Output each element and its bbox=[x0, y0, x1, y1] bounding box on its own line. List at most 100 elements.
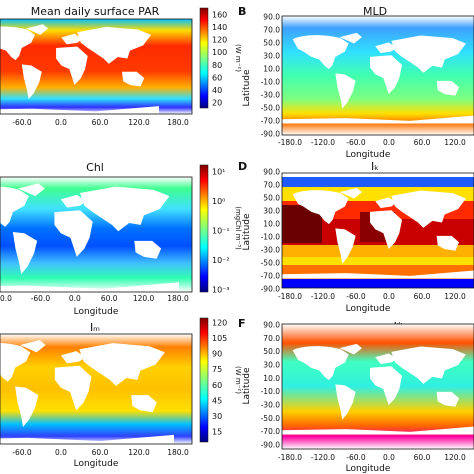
map-d bbox=[281, 172, 474, 289]
ylabel-b: Latitude bbox=[242, 69, 252, 107]
xlabel-d: Longitude bbox=[346, 304, 391, 314]
yticks-b: 90.0 70.0 50.0 30.0 10.0 -10.0 -30.0 -50.0 -70.0… bbox=[261, 13, 281, 139]
xtick-label: 60.0 bbox=[92, 118, 109, 127]
yticks-f: 90.0 70.0 50.0 30.0 10.0 -10.0 -30.0 -50.0 -70.0… bbox=[261, 321, 281, 450]
ytick-label: -30.0 bbox=[261, 401, 281, 410]
xtick-label: -60.0 bbox=[346, 292, 366, 301]
colorbar-tick-label: 20 bbox=[212, 99, 222, 108]
colorbar-tick-label: 10⁰ bbox=[212, 197, 225, 206]
ytick-label: 10.0 bbox=[263, 65, 280, 74]
xtick-label: 120.0 bbox=[444, 453, 466, 462]
xticks-f: -180.0 -120.0 -60.0 0.0 60.0 120.0 bbox=[278, 453, 466, 462]
panel-e: Iₘ 120 105 90 75 60 45 30 15 (W m⁻²) -60.0 0.0 60… bbox=[0, 317, 242, 469]
xtick-label: 0.0 bbox=[0, 294, 12, 303]
xtick-label: 60.0 bbox=[414, 292, 431, 301]
xtick-label: 60.0 bbox=[101, 294, 118, 303]
xlabel-e: Longitude bbox=[74, 459, 119, 469]
xtick-label: -60.0 bbox=[12, 448, 32, 457]
colorbar-tick-label: 10⁻¹ bbox=[212, 227, 230, 236]
xtick-label: -180.0 bbox=[278, 292, 302, 301]
ylabel-d: Latitude bbox=[242, 213, 252, 251]
xtick-label: 0.0 bbox=[383, 292, 395, 301]
panel-title-d: Iₖ bbox=[371, 160, 379, 173]
xticks-d: -180.0 -120.0 -60.0 0.0 60.0 120.0 bbox=[278, 292, 466, 301]
ytick-label: -90.0 bbox=[261, 285, 281, 294]
ytick-label: 30.0 bbox=[263, 52, 280, 61]
colorbar-c bbox=[199, 164, 209, 293]
colorbar-tick-label: 100 bbox=[212, 48, 227, 57]
xtick-label: 0.0 bbox=[383, 138, 395, 147]
xtick-label: 180.0 bbox=[167, 118, 189, 127]
xtick-label: 180.0 bbox=[167, 294, 189, 303]
colorbar-tick-label: 140 bbox=[212, 23, 227, 32]
panel-title-a: Mean daily surface PAR bbox=[31, 5, 160, 18]
panel-a: Mean daily surface PAR 160 140 120 100 80 60 4… bbox=[0, 5, 242, 115]
panel-d: D Iₖ 90.0 70.0 50.0 30.0 10.0 -10.0 -30.0 -50.0… bbox=[238, 160, 474, 314]
ytick-label: 50.0 bbox=[263, 39, 280, 48]
yticks-d: 90.0 70.0 50.0 30.0 10.0 -10.0 -30.0 -50.0 -70.0… bbox=[261, 168, 281, 294]
ytick-label: 10.0 bbox=[263, 220, 280, 229]
xtick-label: 120.0 bbox=[128, 448, 150, 457]
colorbar-tick-label: 60 bbox=[212, 73, 222, 82]
ytick-label: -70.0 bbox=[261, 117, 281, 126]
colorbar-ticks-a: 160 140 120 100 80 60 40 20 bbox=[212, 11, 227, 108]
xtick-label: -120.0 bbox=[311, 453, 335, 462]
colorbar-tick-label: 60 bbox=[212, 381, 222, 390]
colorbar-a bbox=[199, 7, 209, 109]
xlabel-b: Longitude bbox=[346, 150, 391, 160]
ytick-label: -90.0 bbox=[261, 441, 281, 450]
ytick-label: -70.0 bbox=[261, 272, 281, 281]
panel-label-f: F bbox=[238, 317, 246, 330]
xtick-label: -60.0 bbox=[31, 294, 51, 303]
xtick-label: -60.0 bbox=[12, 118, 32, 127]
xticks-b: -180.0 -120.0 -60.0 0.0 60.0 120.0 bbox=[278, 138, 466, 147]
ytick-label: 90.0 bbox=[263, 321, 280, 330]
xtick-label: 0.0 bbox=[55, 448, 67, 457]
xtick-label: -180.0 bbox=[278, 138, 302, 147]
xtick-label: 60.0 bbox=[92, 448, 109, 457]
panel-b: B MLD 90.0 70.0 50.0 30.0 10.0 -10.0 -30.0 -50.… bbox=[238, 5, 474, 160]
colorbar-tick-label: 120 bbox=[212, 319, 227, 328]
colorbar-tick-label: 15 bbox=[212, 428, 222, 437]
panel-title-e: Iₘ bbox=[90, 321, 100, 334]
ytick-label: 30.0 bbox=[263, 361, 280, 370]
colorbar-tick-label: 105 bbox=[212, 334, 227, 343]
ytick-label: -70.0 bbox=[261, 427, 281, 436]
colorbar-tick-label: 10¹ bbox=[212, 168, 225, 177]
xticks-e: -60.0 0.0 60.0 120.0 180.0 bbox=[12, 448, 189, 457]
xtick-label: 60.0 bbox=[414, 138, 431, 147]
ytick-label: 70.0 bbox=[263, 334, 280, 343]
xticks-a: -60.0 0.0 60.0 120.0 180.0 bbox=[12, 118, 189, 127]
ytick-label: 90.0 bbox=[263, 168, 280, 177]
panel-title-c: Chl bbox=[86, 161, 104, 174]
colorbar-tick-label: 40 bbox=[212, 86, 222, 95]
xtick-label: 120.0 bbox=[444, 292, 466, 301]
xtick-label: 120.0 bbox=[444, 138, 466, 147]
ytick-label: -90.0 bbox=[261, 130, 281, 139]
ytick-label: 90.0 bbox=[263, 13, 280, 22]
colorbar-label-a: (W m⁻²) bbox=[234, 44, 242, 72]
xtick-label: 120.0 bbox=[133, 294, 155, 303]
xticks-c: 0.0 -60.0 0.0 60.0 120.0 180.0 bbox=[0, 294, 189, 303]
xlabel-f: Longitude bbox=[346, 464, 391, 474]
ytick-label: 10.0 bbox=[263, 374, 280, 383]
colorbar-tick-label: 45 bbox=[212, 396, 222, 405]
ytick-label: -10.0 bbox=[261, 78, 281, 87]
colorbar-tick-label: 10⁻² bbox=[212, 256, 230, 265]
xtick-label: 180.0 bbox=[167, 448, 189, 457]
colorbar-e bbox=[199, 317, 209, 443]
xtick-label: 0.0 bbox=[69, 294, 81, 303]
colorbar-tick-label: 120 bbox=[212, 36, 227, 45]
ytick-label: 50.0 bbox=[263, 194, 280, 203]
colorbar-tick-label: 80 bbox=[212, 61, 222, 70]
colorbar-tick-label: 10⁻³ bbox=[212, 286, 230, 295]
ytick-label: -10.0 bbox=[261, 387, 281, 396]
ytick-label: -50.0 bbox=[261, 104, 281, 113]
panel-label-d: D bbox=[238, 160, 247, 173]
xtick-label: -60.0 bbox=[346, 453, 366, 462]
ytick-label: -50.0 bbox=[261, 414, 281, 423]
xtick-label: 0.0 bbox=[383, 453, 395, 462]
panel-title-b: MLD bbox=[363, 5, 387, 18]
panel-c: Chl 10¹ 10⁰ 10⁻¹ 10⁻² 10⁻³ (mgChl m⁻³) 0.0 -6… bbox=[0, 161, 242, 317]
